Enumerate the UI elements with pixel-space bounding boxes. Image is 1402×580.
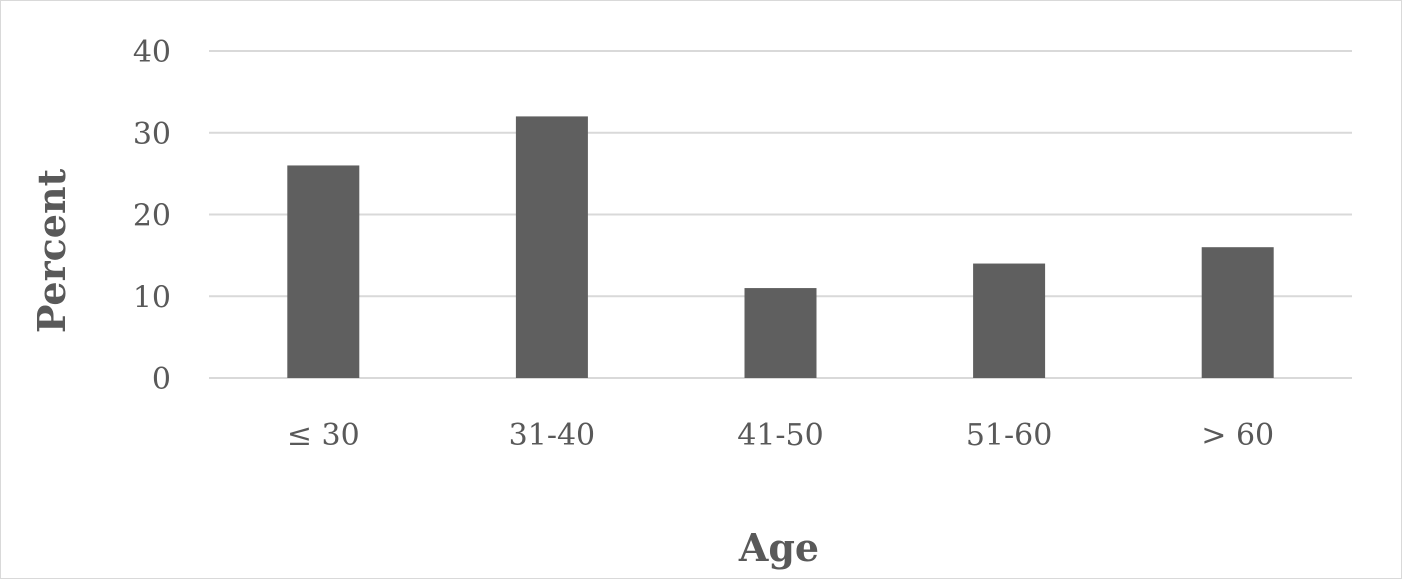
x-tick-labels: ≤ 30 31-40 41-50 51-60 > 60: [287, 418, 1274, 453]
y-tick-label: 20: [133, 199, 171, 234]
bar: [973, 263, 1046, 378]
x-tick-label: 51-60: [966, 418, 1052, 453]
y-axis-title: Percent: [29, 168, 74, 333]
x-tick-label: > 60: [1201, 418, 1274, 453]
y-tick-labels: 0 10 20 30 40: [133, 35, 171, 397]
y-tick-label: 30: [133, 117, 171, 152]
bar: [515, 116, 588, 379]
y-tick-label: 10: [133, 280, 171, 315]
gridlines: [209, 50, 1352, 379]
bar: [287, 165, 360, 378]
bar: [1201, 247, 1274, 378]
bar: [744, 288, 817, 378]
y-tick-label: 40: [133, 35, 171, 70]
x-tick-label: 41-50: [737, 418, 823, 453]
x-tick-label: ≤ 30: [287, 418, 360, 453]
x-axis-title: Age: [738, 525, 819, 570]
y-tick-label: 0: [152, 362, 171, 397]
x-tick-label: 31-40: [509, 418, 595, 453]
bars: [287, 116, 1274, 379]
